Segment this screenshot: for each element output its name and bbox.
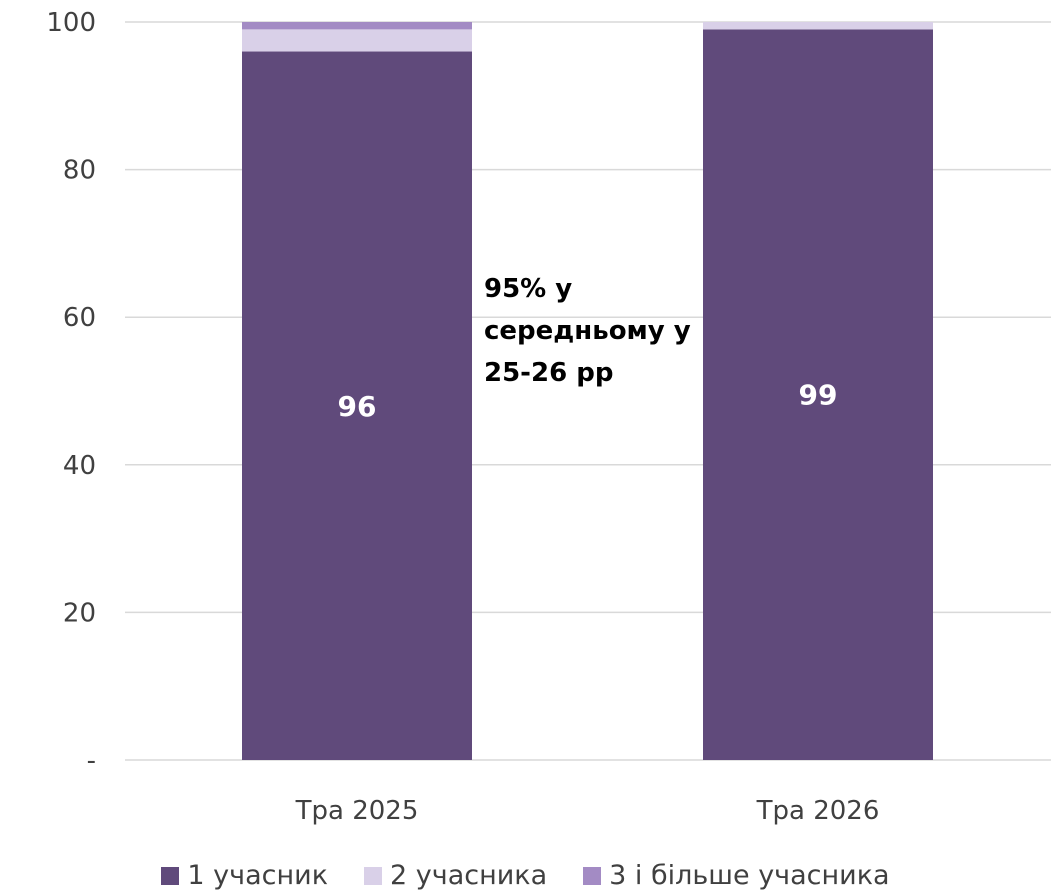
- bars: [242, 22, 933, 760]
- bar-segment-series-3: [242, 22, 472, 30]
- y-tick-label: 40: [63, 451, 96, 481]
- annotation-line: середньому у: [484, 316, 691, 346]
- y-tick-label: -: [87, 746, 96, 776]
- legend-label-series-3: 3 і більше учасника: [609, 860, 890, 891]
- data-label: 99: [799, 379, 838, 412]
- bar-segment-series-2: [242, 29, 472, 52]
- legend-item-series-1: 1 учасник: [161, 860, 328, 891]
- legend-swatch-series-1: [161, 866, 180, 885]
- legend-item-series-2: 2 учасника: [364, 860, 547, 891]
- legend: 1 учасник 2 учасника 3 і більше учасника: [0, 860, 1051, 891]
- bar-segment-series-2: [703, 22, 933, 30]
- annotation-line: 95% у: [484, 274, 572, 304]
- data-labels: 96 99: [338, 379, 838, 423]
- y-tick-label: 60: [63, 303, 96, 333]
- legend-label-series-2: 2 учасника: [390, 860, 548, 891]
- legend-swatch-series-3: [583, 866, 602, 885]
- y-tick-label: 100: [46, 8, 96, 38]
- bar-segment-series-1: [703, 29, 933, 760]
- legend-swatch-series-2: [364, 866, 382, 885]
- annotation-line: 25-26 рр: [484, 358, 613, 388]
- annotation-text: 95% у середньому у 25-26 рр: [484, 274, 691, 388]
- x-category-label: Тра 2026: [756, 796, 880, 826]
- legend-label-series-1: 1 учасник: [187, 860, 328, 891]
- x-axis-categories: Тра 2025 Тра 2026: [295, 796, 880, 826]
- legend-item-series-3: 3 і більше учасника: [583, 860, 890, 891]
- stacked-bar-chart: - 20 40 60 80 100 96 99 Тра 2025 Тра 2026 95% у…: [46, 8, 1051, 826]
- y-axis-ticks: - 20 40 60 80 100: [46, 8, 96, 776]
- y-tick-label: 80: [63, 156, 96, 186]
- x-category-label: Тра 2025: [295, 796, 419, 826]
- y-tick-label: 20: [63, 598, 96, 628]
- data-label: 96: [338, 390, 377, 423]
- bar-segment-series-1: [242, 51, 472, 760]
